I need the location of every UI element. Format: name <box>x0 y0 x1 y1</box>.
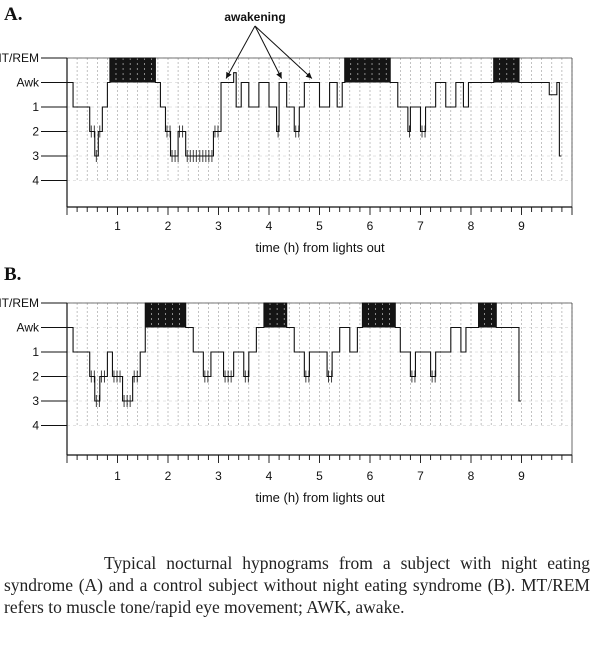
annotation-arrow <box>225 25 256 79</box>
x-tick-label: 7 <box>417 469 424 483</box>
x-tick-label: 8 <box>468 219 475 233</box>
stage-label: 4 <box>32 419 39 433</box>
x-axis-title: time (h) from lights out <box>255 240 385 255</box>
figure-caption: Typical nocturnal hypnograms from a subj… <box>4 553 590 617</box>
panel-label: A. <box>4 4 22 25</box>
x-tick-label: 6 <box>367 469 374 483</box>
stage-label: MT/REM <box>0 51 39 65</box>
hypnogram-trace <box>67 302 521 402</box>
x-tick-label: 9 <box>518 219 525 233</box>
stage-label: 1 <box>32 100 39 114</box>
annotation-arrow <box>254 25 283 79</box>
annotation-label: awakening <box>224 10 285 24</box>
rem-period <box>263 303 287 328</box>
x-tick-label: 3 <box>215 219 222 233</box>
stage-label: 1 <box>32 345 39 359</box>
x-tick-label: 1 <box>114 469 121 483</box>
stage-label: 2 <box>32 125 39 139</box>
x-tick-label: 1 <box>114 219 121 233</box>
stage-label: 3 <box>32 149 39 163</box>
x-tick-label: 5 <box>316 219 323 233</box>
awakening-annotation: awakening <box>224 10 313 79</box>
hypnogram-trace <box>67 57 562 157</box>
rem-period <box>362 303 396 328</box>
x-tick-label: 6 <box>367 219 374 233</box>
panel-b-hypnogram: B. MT/REM Awk 1 2 3 4 1 2 3 4 5 6 7 8 9 time (h) from li… <box>0 264 573 505</box>
stage-label: MT/REM <box>0 296 39 310</box>
rem-period <box>344 58 391 83</box>
x-axis-title: time (h) from lights out <box>255 490 385 505</box>
x-tick-label: 2 <box>165 469 172 483</box>
x-tick-label: 9 <box>518 469 525 483</box>
panel-label: B. <box>4 264 21 285</box>
x-tick-label: 3 <box>215 469 222 483</box>
x-tick-label: 5 <box>316 469 323 483</box>
rem-period <box>478 303 497 328</box>
x-tick-label: 4 <box>266 469 273 483</box>
stage-label: 4 <box>32 174 39 188</box>
stage-label: Awk <box>17 76 40 90</box>
stage-label: 3 <box>32 394 39 408</box>
x-tick-label: 4 <box>266 219 273 233</box>
rem-period <box>493 58 519 83</box>
stage-label: Awk <box>17 321 40 335</box>
panel-a-hypnogram: A. MT/REM Awk 1 2 3 4 1 2 3 4 5 6 7 8 9 time (h) from li… <box>0 4 573 255</box>
x-tick-label: 8 <box>468 469 475 483</box>
annotation-arrow <box>254 25 313 79</box>
x-tick-label: 2 <box>165 219 172 233</box>
rem-period <box>109 58 156 83</box>
stage-label: 2 <box>32 370 39 384</box>
x-tick-label: 7 <box>417 219 424 233</box>
